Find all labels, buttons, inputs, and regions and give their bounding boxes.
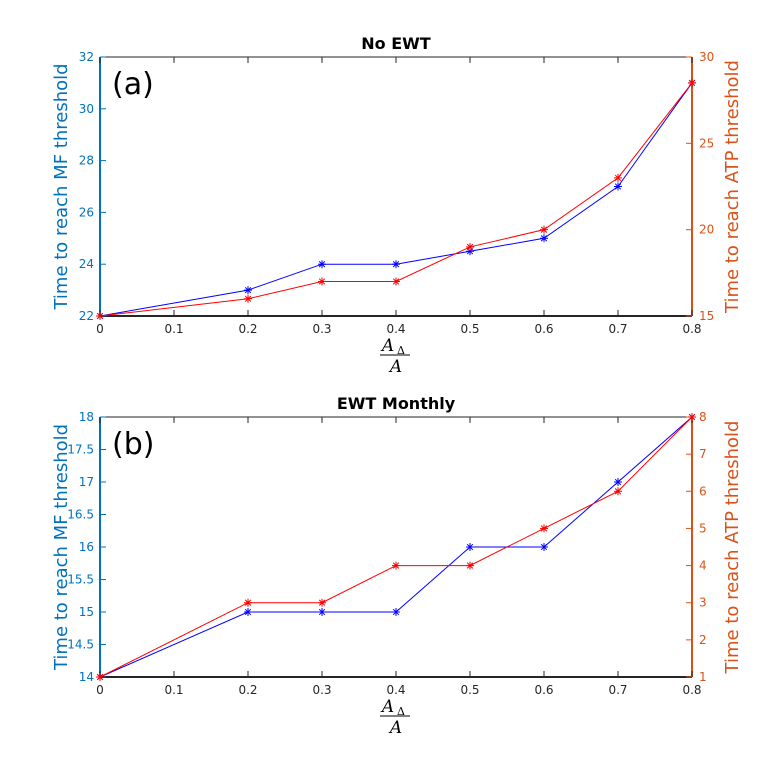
x-tick-label: 0.7 [608, 322, 627, 336]
data-point-left [244, 286, 252, 295]
x-label-numerator: A [380, 336, 394, 356]
left-y-tick-label: 14 [79, 670, 94, 684]
left-y-tick-label: 15 [79, 605, 94, 619]
data-point-left [614, 182, 622, 191]
data-point-left [244, 608, 252, 616]
left-y-tick-label: 14.5 [67, 638, 94, 652]
x-label-numerator: A [380, 697, 394, 717]
data-point-left [614, 478, 622, 486]
x-tick-label: 0.7 [608, 683, 627, 697]
right-y-tick-label: 1 [699, 670, 707, 684]
data-point-right [392, 277, 400, 286]
left-y-tick-label: 26 [79, 205, 94, 219]
data-point-right [96, 673, 104, 681]
data-point-left [466, 543, 474, 551]
left-y-tick-label: 15.5 [67, 573, 94, 587]
chart-title: EWT Monthly [337, 394, 456, 413]
panel-label: (a) [112, 67, 154, 102]
x-tick-label: 0.6 [534, 322, 553, 336]
data-point-left [392, 260, 400, 269]
series-line-left [99, 416, 693, 678]
data-point-left [318, 260, 326, 269]
chart-title: No EWT [361, 34, 431, 53]
data-point-left [540, 543, 548, 551]
x-tick-label: 0.3 [312, 322, 331, 336]
right-y-tick-label: 20 [699, 223, 714, 237]
data-point-right [96, 312, 104, 320]
right-y-tick-label: 5 [699, 521, 707, 535]
x-label-subscript: Δ [397, 344, 405, 357]
data-point-right [466, 561, 474, 570]
x-tick-label: 0.5 [460, 683, 479, 697]
data-point-right [244, 294, 252, 303]
right-y-tick-label: 6 [699, 484, 707, 498]
data-point-right [540, 225, 548, 234]
x-label-denominator: A [388, 718, 402, 738]
x-tick-label: 0.8 [682, 683, 701, 697]
right-y-tick-label: 4 [699, 559, 707, 573]
x-tick-label: 0.4 [386, 322, 405, 336]
x-tick-label: 0.2 [238, 322, 257, 336]
left-y-tick-label: 28 [79, 154, 94, 168]
data-point-left [392, 608, 400, 616]
x-tick-label: 0.1 [164, 322, 183, 336]
data-point-right [244, 598, 252, 607]
data-point-right [688, 78, 696, 87]
data-point-left [540, 234, 548, 243]
x-label-denominator: A [388, 357, 402, 377]
left-y-tick-label: 17.5 [67, 443, 94, 457]
right-y-axis-label: Time to reach ATP threshold [722, 60, 743, 314]
left-y-tick-label: 18 [79, 410, 94, 424]
left-y-tick-label: 32 [79, 50, 94, 64]
x-tick-label: 0.4 [386, 683, 405, 697]
left-y-axis-label: Time to reach MF threshold [51, 63, 72, 310]
left-y-tick-label: 24 [79, 257, 94, 271]
x-tick-label: 0.3 [312, 683, 331, 697]
data-point-right [540, 524, 548, 533]
series-line-right [99, 416, 693, 678]
x-axis-label: A ΔA [380, 336, 410, 377]
x-tick-label: 0 [96, 322, 104, 336]
chart-panel-2: 0 0.1 0.2 0.3 0.4 0.5 0.6 0.7 0.81414.51515.5161… [51, 394, 743, 738]
left-y-axis-label: Time to reach MF threshold [51, 424, 72, 671]
left-y-tick-label: 30 [79, 102, 94, 116]
chart-panel-1: 0 0.1 0.2 0.3 0.4 0.5 0.6 0.7 0.8 22 24 26 28 30 32 15 2… [51, 34, 743, 377]
left-y-tick-label: 17 [79, 475, 94, 489]
right-y-tick-label: 15 [699, 309, 714, 323]
data-point-right [614, 173, 622, 182]
panel-label: (b) [112, 427, 154, 462]
data-point-right [688, 413, 696, 421]
data-point-left [318, 608, 326, 616]
right-y-tick-label: 8 [699, 410, 707, 424]
data-point-right [614, 487, 622, 496]
x-tick-label: 0.1 [164, 683, 183, 697]
data-point-right [466, 242, 474, 251]
x-tick-label: 0.5 [460, 322, 479, 336]
data-point-right [318, 277, 326, 286]
x-tick-label: 0.6 [534, 683, 553, 697]
x-axis-label: A ΔA [380, 697, 410, 738]
left-y-tick-label: 16 [79, 540, 94, 554]
left-y-tick-label: 16.5 [67, 508, 94, 522]
x-tick-label: 0 [96, 683, 104, 697]
x-tick-label: 0.8 [682, 322, 701, 336]
right-y-tick-label: 2 [699, 633, 707, 647]
x-tick-label: 0.2 [238, 683, 257, 697]
right-y-tick-label: 25 [699, 136, 714, 150]
series-line-right [99, 82, 693, 317]
right-y-axis-label: Time to reach ATP threshold [722, 421, 743, 675]
series-line-left [99, 82, 693, 317]
data-point-right [318, 598, 326, 607]
right-y-tick-label: 3 [699, 596, 707, 610]
x-label-subscript: Δ [397, 705, 405, 718]
data-point-right [392, 561, 400, 570]
left-y-tick-label: 22 [79, 309, 94, 323]
right-y-tick-label: 30 [699, 50, 714, 64]
right-y-tick-label: 7 [699, 447, 707, 461]
